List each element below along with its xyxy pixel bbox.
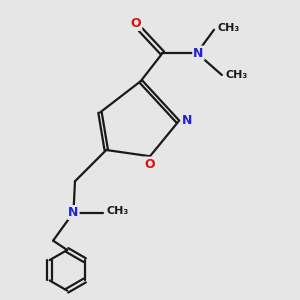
Text: O: O — [145, 158, 155, 171]
Text: N: N — [193, 46, 204, 60]
Text: N: N — [68, 206, 79, 219]
Text: N: N — [182, 114, 192, 127]
Text: CH₃: CH₃ — [218, 23, 240, 33]
Text: CH₃: CH₃ — [106, 206, 128, 216]
Text: CH₃: CH₃ — [226, 70, 248, 80]
Text: O: O — [130, 17, 141, 30]
